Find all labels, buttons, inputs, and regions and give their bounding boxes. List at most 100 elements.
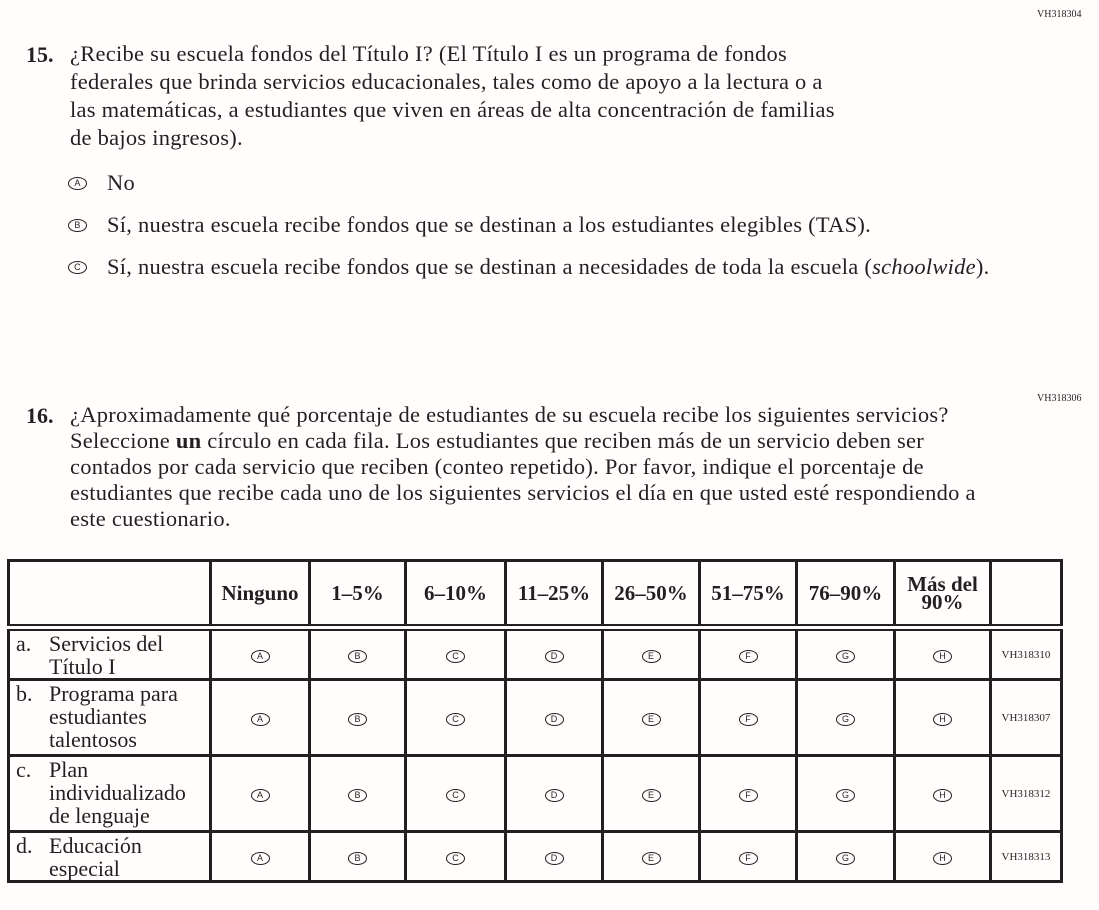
radio-bubble-icon[interactable]: D — [544, 851, 564, 865]
radio-bubble-icon[interactable]: D — [544, 788, 564, 802]
radio-bubble-icon[interactable]: F — [738, 649, 758, 663]
radio-bubble-icon[interactable]: H — [933, 649, 952, 663]
row-label: a. Servicios del Título I — [7, 626, 212, 681]
answer-cell[interactable]: G — [795, 754, 896, 833]
answer-cell[interactable]: F — [698, 830, 798, 883]
question-text-line: estudiantes que recibe cada uno de los s… — [70, 480, 976, 505]
answer-cell[interactable]: B — [308, 626, 407, 681]
row-label: c. Plan individualizado de lenguaje — [7, 754, 212, 833]
radio-bubble-icon[interactable]: B — [348, 712, 367, 726]
item-code: VH318312 — [989, 754, 1063, 833]
radio-bubble-icon[interactable]: G — [836, 712, 855, 726]
answer-cell[interactable]: F — [698, 754, 798, 833]
answer-cell[interactable]: D — [504, 678, 604, 757]
option-tas[interactable]: B Sí, nuestra escuela recibe fondos que … — [68, 212, 871, 238]
radio-bubble-icon[interactable]: B — [348, 851, 367, 865]
answer-cell[interactable]: H — [893, 678, 992, 757]
answer-cell[interactable]: E — [601, 830, 701, 883]
answer-cell[interactable]: G — [795, 626, 896, 681]
question-text-line: este cuestionario. — [70, 506, 231, 531]
answer-cell[interactable]: F — [698, 678, 798, 757]
question-text-line: ¿Aproximadamente qué porcentaje de estud… — [70, 402, 949, 427]
radio-bubble-icon[interactable]: C — [446, 788, 465, 802]
answer-cell[interactable]: B — [308, 830, 407, 883]
option-schoolwide[interactable]: C Sí, nuestra escuela recibe fondos que … — [68, 254, 989, 280]
question-number: 15. — [26, 42, 54, 67]
answer-cell[interactable]: E — [601, 626, 701, 681]
question-number: 16. — [26, 403, 54, 428]
answer-cell[interactable]: E — [601, 754, 701, 833]
radio-bubble-icon[interactable]: A — [250, 649, 270, 663]
radio-bubble-icon[interactable]: C — [68, 260, 87, 274]
radio-bubble-icon[interactable]: E — [641, 649, 661, 663]
radio-bubble-icon[interactable]: C — [446, 851, 465, 865]
answer-cell[interactable]: A — [209, 754, 311, 833]
radio-bubble-icon[interactable]: A — [68, 176, 87, 190]
radio-bubble-icon[interactable]: H — [933, 712, 952, 726]
answer-cell[interactable]: G — [795, 678, 896, 757]
column-header: Más del 90% — [893, 559, 992, 629]
answer-cell[interactable]: H — [893, 626, 992, 681]
question-text-line: federales que brinda servicios educacion… — [70, 69, 823, 94]
answer-cell[interactable]: E — [601, 678, 701, 757]
answer-cell[interactable]: A — [209, 678, 311, 757]
answer-cell[interactable]: H — [893, 754, 992, 833]
radio-bubble-icon[interactable]: G — [836, 788, 855, 802]
radio-bubble-icon[interactable]: F — [738, 712, 758, 726]
radio-bubble-icon[interactable]: B — [348, 788, 367, 802]
radio-bubble-icon[interactable]: B — [348, 649, 367, 663]
radio-bubble-icon[interactable]: G — [836, 851, 855, 865]
radio-bubble-icon[interactable]: F — [738, 788, 758, 802]
header-blank — [7, 559, 212, 629]
item-code: VH318306 — [1037, 393, 1082, 404]
answer-cell[interactable]: C — [404, 754, 507, 833]
question-text-line: las matemáticas, a estudiantes que viven… — [70, 97, 835, 122]
services-percentage-grid: Ninguno 1–5% 6–10% 11–25% 26–50% 51–75% 76–90%… — [7, 559, 1063, 883]
row-label: d. Educación especial — [7, 830, 212, 883]
answer-cell[interactable]: H — [893, 830, 992, 883]
radio-bubble-icon[interactable]: G — [836, 649, 855, 663]
table-row: a. Servicios del Título I A B C D E F G H VH318310 — [7, 626, 1063, 681]
table-row: d. Educación especial A B C D E F G H VH318313 — [7, 830, 1063, 883]
answer-cell[interactable]: C — [404, 626, 507, 681]
answer-cell[interactable]: A — [209, 830, 311, 883]
option-label: No — [107, 170, 135, 195]
answer-cell[interactable]: C — [404, 678, 507, 757]
item-code: VH318304 — [1037, 9, 1082, 20]
option-no[interactable]: A No — [68, 170, 135, 196]
column-header: Ninguno — [209, 559, 311, 629]
radio-bubble-icon[interactable]: D — [544, 649, 564, 663]
answer-cell[interactable]: B — [308, 754, 407, 833]
answer-cell[interactable]: B — [308, 678, 407, 757]
column-header: 1–5% — [308, 559, 407, 629]
radio-bubble-icon[interactable]: F — [738, 851, 758, 865]
answer-cell[interactable]: G — [795, 830, 896, 883]
radio-bubble-icon[interactable]: D — [544, 712, 564, 726]
radio-bubble-icon[interactable]: E — [641, 788, 661, 802]
answer-cell[interactable]: F — [698, 626, 798, 681]
question-text-line: contados por cada servicio que reciben (… — [70, 454, 924, 479]
radio-bubble-icon[interactable]: C — [446, 712, 465, 726]
radio-bubble-icon[interactable]: H — [933, 851, 952, 865]
answer-cell[interactable]: D — [504, 830, 604, 883]
item-code: VH318313 — [989, 830, 1063, 883]
answer-cell[interactable]: D — [504, 626, 604, 681]
radio-bubble-icon[interactable]: A — [250, 851, 270, 865]
column-header: 51–75% — [698, 559, 798, 629]
answer-cell[interactable]: A — [209, 626, 311, 681]
item-code: VH318307 — [989, 678, 1063, 757]
item-code: VH318310 — [989, 626, 1063, 681]
column-header: 26–50% — [601, 559, 701, 629]
radio-bubble-icon[interactable]: E — [641, 851, 661, 865]
answer-cell[interactable]: C — [404, 830, 507, 883]
radio-bubble-icon[interactable]: E — [641, 712, 661, 726]
radio-bubble-icon[interactable]: H — [933, 788, 952, 802]
row-label: b. Programa para estudiantes talentosos — [7, 678, 212, 757]
radio-bubble-icon[interactable]: C — [446, 649, 465, 663]
radio-bubble-icon[interactable]: A — [250, 788, 270, 802]
radio-bubble-icon[interactable]: B — [68, 218, 87, 232]
radio-bubble-icon[interactable]: A — [250, 712, 270, 726]
answer-cell[interactable]: D — [504, 754, 604, 833]
question-text-line: de bajos ingresos). — [70, 125, 243, 150]
header-code-blank — [989, 559, 1063, 629]
